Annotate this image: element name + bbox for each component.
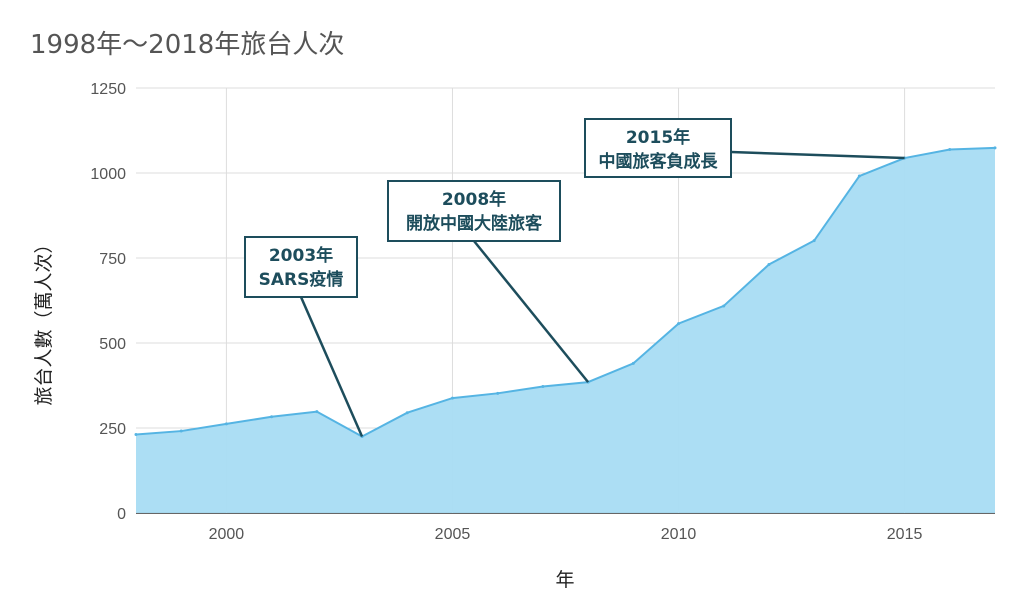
area-fill (136, 147, 995, 513)
annotation-label: 2008年 (442, 189, 506, 210)
annotation-label: 開放中國大陸旅客 (406, 213, 543, 234)
data-point (315, 410, 319, 414)
x-tick-label: 2010 (661, 526, 697, 543)
data-point (541, 385, 545, 389)
x-tick-label: 2005 (435, 526, 471, 543)
data-point (948, 148, 952, 152)
data-point (812, 239, 816, 243)
y-tick-label: 1250 (90, 81, 126, 98)
x-tick-label: 2015 (887, 526, 923, 543)
x-tick-label: 2000 (209, 526, 245, 543)
data-point (677, 322, 681, 326)
annotation-label: 2003年 (269, 245, 333, 266)
annotation-box (584, 118, 732, 178)
annotation-label: SARS疫情 (259, 269, 344, 290)
data-point (134, 432, 138, 436)
series-line (135, 146, 996, 438)
data-point (722, 304, 726, 308)
x-axis-title: 年 (555, 569, 574, 591)
y-tick-label: 0 (117, 506, 126, 523)
data-point (224, 422, 228, 426)
y-tick-label: 750 (99, 251, 126, 268)
y-tick-label: 250 (99, 421, 126, 438)
data-point (179, 429, 183, 433)
annotation-box (244, 236, 358, 298)
data-point (631, 361, 635, 365)
data-point (405, 411, 409, 415)
data-area (134, 146, 997, 513)
annotation-leader-line (730, 150, 905, 160)
data-point (450, 396, 454, 400)
data-point (993, 146, 997, 150)
y-axis-ticks: 0 250 500 750 1000 1250 (90, 81, 126, 523)
x-axis-ticks: 2000 2005 2010 2015 (209, 526, 923, 543)
annotation-leader-line (473, 240, 590, 383)
annotation: 2003年 SARS疫情 (244, 236, 364, 438)
y-axis-title: 旅台人數（萬人次） (33, 234, 55, 405)
data-point (857, 174, 861, 178)
data-point (767, 262, 771, 266)
annotation-leader-line (299, 296, 364, 438)
annotation-label: 中國旅客負成長 (599, 151, 719, 172)
chart-title: 1998年～2018年旅台人次 (30, 30, 345, 60)
annotation-label: 2015年 (626, 127, 690, 148)
y-tick-label: 1000 (90, 166, 126, 183)
y-tick-label: 500 (99, 336, 126, 353)
data-point (270, 415, 274, 419)
data-point (496, 391, 500, 395)
annotation-box (387, 180, 561, 242)
